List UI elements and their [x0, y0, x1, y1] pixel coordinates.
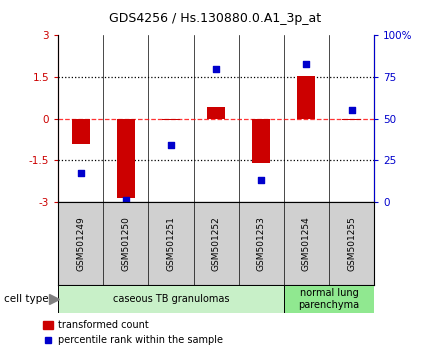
Point: [77, 171, 84, 176]
Text: cell type: cell type: [4, 294, 49, 304]
Bar: [252, 119, 270, 163]
Text: GSM501250: GSM501250: [121, 216, 130, 271]
Text: GSM501252: GSM501252: [212, 216, 221, 271]
Bar: [284, 285, 374, 313]
Text: normal lung
parenchyma: normal lung parenchyma: [298, 288, 359, 310]
Bar: [71, 119, 89, 143]
Legend: transformed count, percentile rank within the sample: transformed count, percentile rank withi…: [39, 316, 227, 349]
Bar: [298, 76, 316, 119]
Bar: [58, 285, 284, 313]
Bar: [117, 119, 135, 198]
Text: GSM501253: GSM501253: [257, 216, 266, 271]
Point: [212, 66, 219, 72]
Text: GSM501254: GSM501254: [302, 216, 311, 271]
Point: [303, 61, 310, 67]
Point: [122, 197, 129, 203]
Point: [348, 108, 355, 113]
Bar: [342, 119, 360, 120]
Text: GSM501249: GSM501249: [76, 216, 85, 271]
Point: [168, 142, 175, 148]
Text: GDS4256 / Hs.130880.0.A1_3p_at: GDS4256 / Hs.130880.0.A1_3p_at: [109, 12, 321, 25]
Text: caseous TB granulomas: caseous TB granulomas: [113, 294, 229, 304]
Text: GSM501255: GSM501255: [347, 216, 356, 271]
Point: [258, 177, 265, 183]
Text: GSM501251: GSM501251: [166, 216, 175, 271]
Bar: [207, 108, 225, 119]
Bar: [162, 119, 180, 120]
